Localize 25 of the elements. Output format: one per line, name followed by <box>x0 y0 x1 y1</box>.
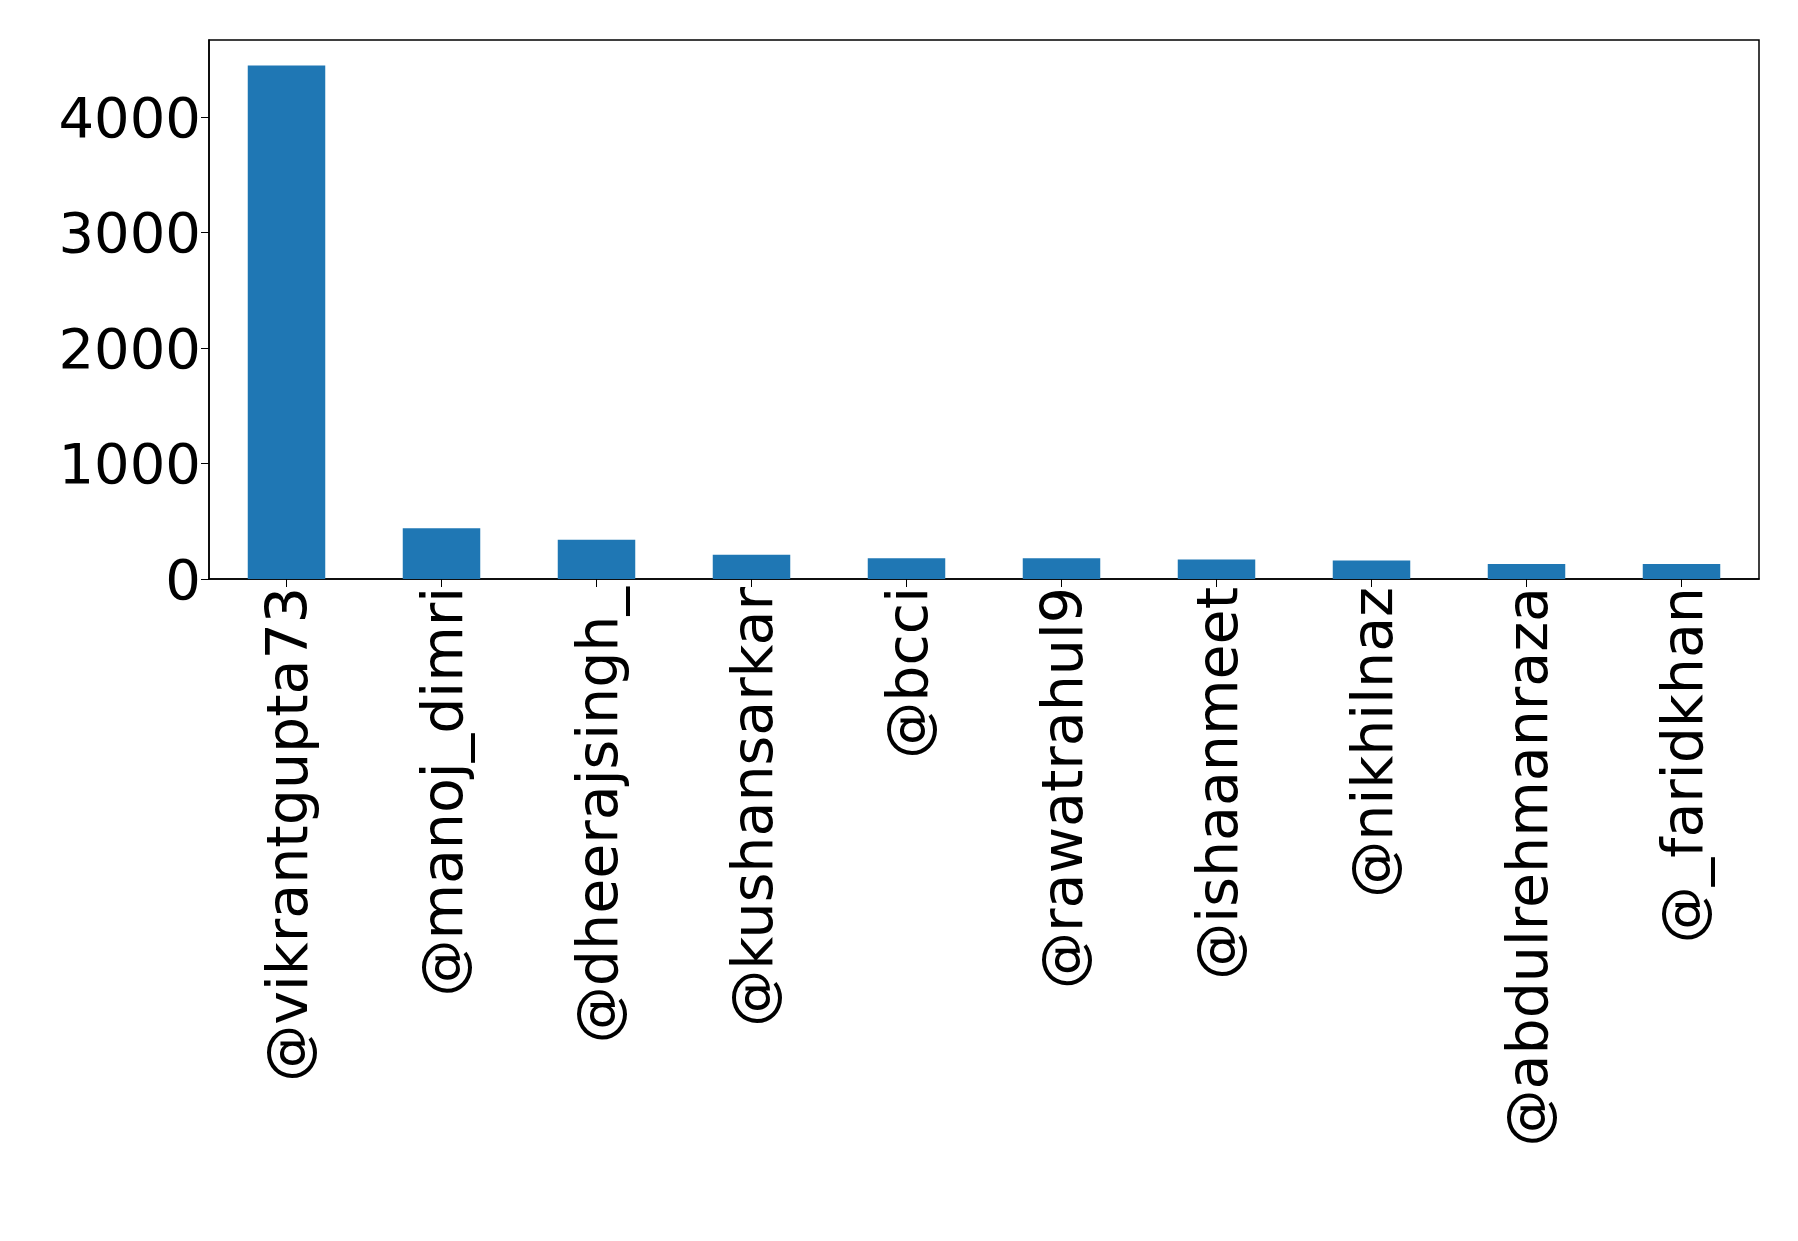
bar <box>712 554 791 579</box>
x-tick-label: @nikhilnaz <box>1338 587 1405 898</box>
x-tick-label: @ishaanmeet <box>1183 587 1250 980</box>
x-tick-label: @manoj_dimri <box>408 587 475 997</box>
bar <box>557 539 636 579</box>
bar <box>1642 564 1721 579</box>
bar <box>1487 564 1566 579</box>
x-tick-label: @dheerajsingh_ <box>563 585 630 1044</box>
bar <box>1022 558 1101 579</box>
bar <box>402 528 481 579</box>
bar <box>247 65 326 579</box>
bar <box>1177 559 1256 579</box>
y-tick-label: 1000 <box>58 431 201 497</box>
y-tick-label: 3000 <box>58 200 201 266</box>
bar <box>867 558 946 579</box>
y-tick-label: 2000 <box>58 315 201 381</box>
x-tick-label: @vikrantgupta73 <box>253 587 320 1082</box>
bar <box>1332 560 1411 579</box>
x-tick-label: @kushansarkar <box>718 586 785 1027</box>
x-tick-label: @rawatrahul9 <box>1028 587 1095 989</box>
x-tick-label: @bcci <box>873 587 940 759</box>
x-tick-label: @abdulrehmanraza <box>1493 587 1560 1147</box>
y-tick-label: 0 <box>165 546 201 612</box>
x-tick-label: @_faridkhan <box>1648 587 1715 944</box>
y-tick-label: 4000 <box>58 84 201 150</box>
